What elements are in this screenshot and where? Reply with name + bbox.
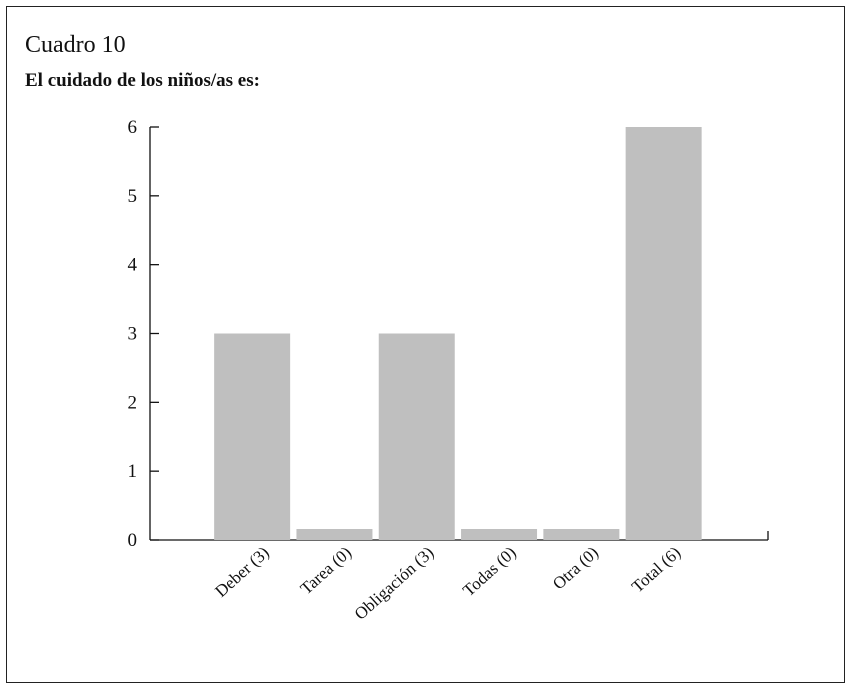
bar xyxy=(214,333,291,540)
x-axis-labels: Deber (3) Tarea (0)Obligación (3) Todas (0… xyxy=(211,543,684,624)
chart-title: El cuidado de los niños/as es: xyxy=(25,70,260,91)
x-tick-label: Tarea (0) xyxy=(297,543,355,598)
bars xyxy=(214,127,702,540)
y-tick-label: 4 xyxy=(128,255,138,276)
y-tick-label: 2 xyxy=(128,392,138,413)
bar xyxy=(296,529,373,540)
bar xyxy=(625,127,702,540)
x-tick-label: Obligación (3) xyxy=(351,543,438,624)
x-tick-label: Otra (0) xyxy=(549,543,602,593)
x-tick-label: Deber (3) xyxy=(211,543,272,601)
bar xyxy=(543,529,620,540)
y-tick-label: 5 xyxy=(128,186,138,207)
y-tick-label: 6 xyxy=(128,117,138,138)
chart-heading: Cuadro 10 xyxy=(25,32,126,58)
y-axis-ticks: 0 1 2 3 4 5 6 xyxy=(128,117,159,551)
y-tick-label: 3 xyxy=(128,324,138,345)
x-tick-label: Total (6) xyxy=(628,543,684,596)
bar xyxy=(378,333,455,540)
y-tick-label: 0 xyxy=(128,530,138,551)
x-tick-label: Todas (0) xyxy=(459,543,520,600)
bar xyxy=(461,529,538,540)
y-tick-label: 1 xyxy=(128,461,138,482)
